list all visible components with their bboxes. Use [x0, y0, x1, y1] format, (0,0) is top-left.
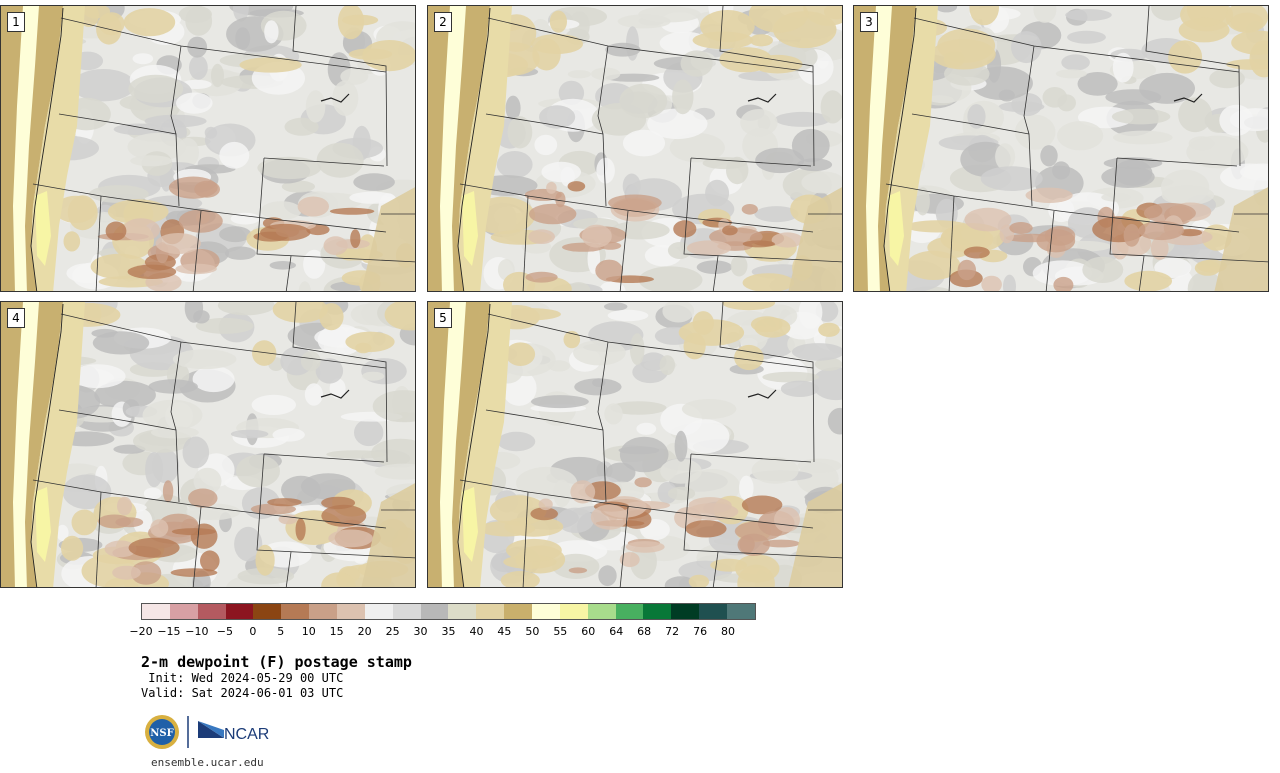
lake — [747, 93, 777, 103]
colorbar-swatch-10 — [420, 604, 449, 619]
coastline — [457, 303, 491, 587]
dewpoint-colorbar — [141, 603, 756, 620]
coastline — [457, 7, 491, 291]
colorbar-tick-label: 15 — [329, 625, 344, 638]
colorbar-tick-label: 10 — [301, 625, 316, 638]
colorbar-tick-label: 60 — [581, 625, 596, 638]
colorbar-swatch-6 — [309, 604, 338, 619]
ensemble-member-panel-5: 5 — [427, 301, 843, 588]
coastline — [30, 7, 64, 291]
colorbar-swatch-13 — [504, 604, 533, 619]
colorbar-swatch-5 — [281, 604, 310, 619]
colorbar-tick-label: 64 — [609, 625, 624, 638]
nsf-logo: NSF — [145, 715, 179, 749]
colorbar-tick-label: 5 — [277, 625, 285, 638]
colorbar-tick-label: −5 — [216, 625, 233, 638]
colorbar-tick-label: 68 — [637, 625, 652, 638]
logos: NSF NCAR — [144, 712, 274, 752]
plot-title: 2-m dewpoint (F) postage stamp — [141, 653, 412, 671]
site-url: ensemble.ucar.edu — [151, 756, 264, 769]
init-time: Init: Wed 2024-05-29 00 UTC — [141, 671, 344, 685]
colorbar-swatch-0 — [142, 604, 170, 619]
panel-number-label: 1 — [7, 12, 25, 32]
lake — [320, 389, 350, 399]
colorbar-swatch-2 — [197, 604, 226, 619]
ensemble-member-panel-4: 4 — [0, 301, 416, 588]
colorbar-tick-label: −15 — [157, 625, 181, 638]
panel-number-label: 3 — [860, 12, 878, 32]
ensemble-member-panel-2: 2 — [427, 5, 843, 292]
colorbar-tick-label: 25 — [385, 625, 400, 638]
colorbar-swatch-19 — [671, 604, 700, 619]
state-borders — [32, 6, 415, 291]
colorbar-swatch-15 — [559, 604, 588, 619]
colorbar-tick-label: 0 — [249, 625, 257, 638]
colorbar-swatch-8 — [364, 604, 393, 619]
colorbar-swatch-11 — [448, 604, 477, 619]
ensemble-member-panel-1: 1 — [0, 5, 416, 292]
colorbar-tick-label: 35 — [441, 625, 456, 638]
colorbar-swatch-20 — [699, 604, 728, 619]
panel-number-label: 2 — [434, 12, 452, 32]
ncar-logo-text: NCAR — [224, 726, 269, 743]
panel-number-label: 4 — [7, 308, 25, 328]
state-borders — [459, 302, 842, 587]
lake — [1173, 93, 1203, 103]
colorbar-swatch-16 — [587, 604, 616, 619]
colorbar-tick-label: 80 — [721, 625, 736, 638]
colorbar-swatch-14 — [532, 604, 560, 619]
nsf-logo-text: NSF — [150, 728, 173, 739]
colorbar-tick-label: 72 — [665, 625, 680, 638]
colorbar-tick-label: 76 — [693, 625, 708, 638]
state-borders — [459, 6, 842, 291]
coastline — [30, 303, 64, 587]
colorbar-swatch-3 — [225, 604, 254, 619]
colorbar-tick-label: 20 — [357, 625, 372, 638]
colorbar-swatch-9 — [392, 604, 421, 619]
ncar-logo: NCAR — [198, 721, 269, 743]
colorbar-tick-label: 55 — [553, 625, 568, 638]
colorbar-swatch-1 — [169, 604, 198, 619]
colorbar-tick-label: 40 — [469, 625, 484, 638]
state-borders — [885, 6, 1268, 291]
colorbar-swatch-4 — [253, 604, 282, 619]
colorbar-tick-labels: −20 −15 −10 −5 0 5 10 15 20 25 30 35 40 45 50 55 60 64 68 7… — [129, 625, 756, 639]
state-borders — [32, 302, 415, 587]
colorbar-tick-label: 45 — [497, 625, 512, 638]
colorbar-swatch-12 — [476, 604, 505, 619]
colorbar-swatch-21 — [727, 604, 755, 619]
colorbar-tick-label: 30 — [413, 625, 428, 638]
colorbar-swatch-17 — [615, 604, 644, 619]
valid-time: Valid: Sat 2024-06-01 03 UTC — [141, 686, 344, 700]
colorbar-swatch-7 — [337, 604, 365, 619]
colorbar-tick-label: −10 — [185, 625, 209, 638]
colorbar-tick-label: 50 — [525, 625, 540, 638]
coastline — [883, 7, 917, 291]
lake — [320, 93, 350, 103]
colorbar-swatch-18 — [643, 604, 672, 619]
lake — [747, 389, 777, 399]
panel-number-label: 5 — [434, 308, 452, 328]
ensemble-member-panel-3: 3 — [853, 5, 1269, 292]
colorbar-tick-label: −20 — [129, 625, 153, 638]
